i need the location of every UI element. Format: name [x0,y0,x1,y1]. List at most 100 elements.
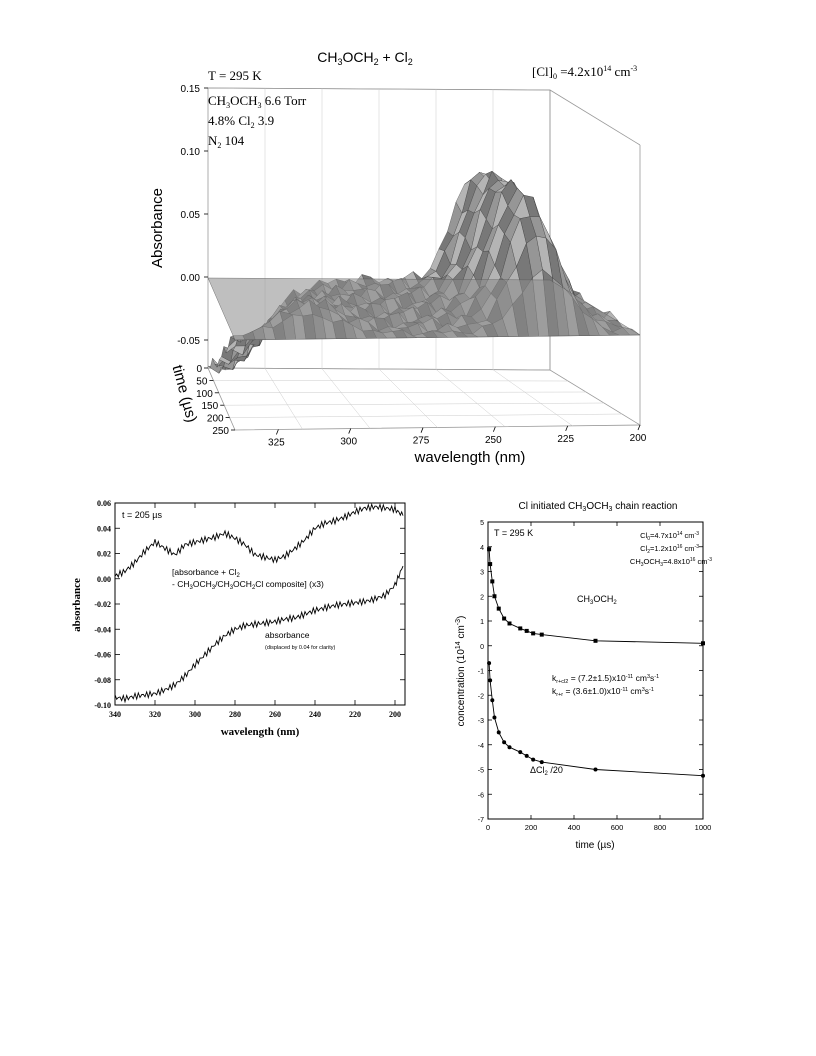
radical-data-point [507,621,512,626]
z-tick-label: 0.10 [181,147,201,158]
floor-grid-line [213,380,569,382]
wavelength-tick [637,424,641,431]
kinetics-y-tick-label: 0 [480,644,484,651]
kinetics-y-tick-label: -3 [478,718,484,725]
kinetics-frame [487,521,704,820]
kinetics-series [487,547,705,778]
rate-constant-1: kr+cl2 = (7.2±1.5)x10-11 cm3s-1 [552,673,659,685]
radical-data-point [518,626,523,631]
zero-plane [207,277,641,341]
kinetics-x-label: time (µs) [575,840,614,851]
spectrum-x-tick-label: 340 [109,710,121,719]
kinetics-plot: Cl initiated CH3OCH3 chain reaction 5 4 3 2… [455,501,712,851]
kinetics-y-tick-label: 5 [480,520,484,527]
radical-data-point [490,579,495,584]
cl2-data-point [531,757,536,762]
z-tick-label: 0.00 [181,273,201,284]
rate-constant-2: kr+r = (3.6±1.0)x10-11 cm3s-1 [552,686,654,698]
wavelength-tick-label: 250 [485,435,502,446]
radical-data-point [539,632,544,637]
spectrum-x-label: wavelength (nm) [221,726,300,738]
wavelength-tick [276,429,279,435]
kinetics-y-tick-label: 1 [480,619,484,626]
cl2-data-point [507,745,512,750]
series-1-label-line2: - CH3OCH3/CH3OCH2Cl composite] (x3) [172,579,324,591]
wavelength-tick [565,425,569,432]
radical-data-point [488,562,493,567]
z-axis: 0.15 0.10 0.05 0.00 -0.05 [177,84,208,347]
cl2-conc: Cl2=1.2x1016 cm-3 [640,544,699,555]
surface-title: CH3OCH2 + Cl2 [317,49,413,67]
floor-grid-line [378,368,438,428]
floor-grid-line [492,369,573,427]
kinetics-x-tick-label: 600 [611,823,624,832]
spectrum-x-tick-label: 300 [189,710,201,719]
spectrum-y-tick-label: 0.06 [97,499,111,508]
spectrum-y-tick-label: -0.02 [94,600,111,609]
spectrum-x-tick-label: 220 [349,710,361,719]
cl2-series-label: ΔCl2 /20 [530,765,563,777]
spectrum-y-tick-label: -0.10 [94,701,111,710]
z-axis-label: Absorbance [149,188,166,268]
cl2-data-point [701,773,705,778]
cl2-data-point [488,678,493,683]
kinetics-y-tick-label: -6 [478,792,484,799]
kinetics-y-tick-label: 2 [480,594,484,601]
radical-data-point [502,616,507,621]
spectrum-y-tick-label: 0.04 [97,524,111,533]
spectrum-x-tick-label: 200 [389,710,401,719]
radical-data-point [524,628,529,633]
kinetics-y-label: concentration (1014 cm-3) [455,616,467,727]
wavelength-tick-label: 325 [268,437,285,448]
radical-data-point [492,594,497,599]
radical-data-point [593,638,598,643]
spectrum-x-tick-label: 280 [229,710,241,719]
cl2-data-point [490,698,495,703]
floor-grid-line [229,413,623,418]
radical-data-point [487,547,492,552]
cl2-data-point [518,750,523,755]
spectrum-plot: 0.06 0.04 0.02 0.00 -0.02 -0.04 -0.06 -0.08 -0.1… [71,499,406,738]
radical-data-point [701,641,705,646]
time-tick-label: 150 [202,401,219,412]
kinetics-x-tick-label: 1000 [695,823,712,832]
spectrum-x-tick-label: 260 [269,710,281,719]
mixture-line-1: CH3OCH3 6.6 Torr [208,93,307,110]
cl2-data-point [492,715,497,720]
spectrum-y-label: absorbance [71,578,83,632]
mixture-line-2: 4.8% Cl2 3.9 [208,113,274,130]
cl0-conc: Cl0=4.7x1014 cm-3 [640,531,699,542]
wavelength-tick-label: 225 [557,434,574,445]
z-tick-label: -0.05 [177,336,200,347]
radical-data-point [531,631,536,636]
radical-data-point [496,606,501,611]
wavelength-tick-label: 275 [413,436,430,447]
floor-grid-line [321,368,371,429]
time-tick-label: 50 [196,376,208,387]
kinetics-x-axis: 0 200 400 600 800 1000 [486,522,711,832]
kinetics-title: Cl initiated CH3OCH3 chain reaction [518,501,677,513]
series-2-label: absorbance [265,630,310,640]
kinetics-x-tick-label: 400 [568,823,581,832]
z-tick-label: 0.15 [181,84,201,95]
spectrum-y-tick-label: -0.06 [94,651,111,660]
kinetics-y-axis: 5 4 3 2 1 0 -1 -2 -3 -4 -5 -6 -7 [478,520,703,824]
wavelength-tick-label: 200 [630,433,647,444]
wavelength-tick-label: 300 [340,437,357,448]
spectrum-y-axis: 0.06 0.04 0.02 0.00 -0.02 -0.04 -0.06 -0.08 -0.1… [94,499,405,710]
floor [207,367,642,431]
spectrum-line-1 [114,502,404,579]
cl2-data-point [524,753,529,758]
kinetics-x-tick-label: 0 [486,823,490,832]
cl2-data-point [502,740,507,745]
time-tick-label: 0 [196,364,202,375]
cl2-data-point [487,661,492,666]
spectrum-line-2 [114,565,404,704]
spectrum-y-tick-label: -0.04 [94,625,111,634]
kinetics-y-tick-label: 3 [480,570,484,577]
right-wall-top [549,89,641,146]
spectrum-x-axis: 340 320 300 280 260 240 220 200 [109,503,401,719]
time-tick-label: 200 [207,414,224,425]
floor-grid-line [224,402,605,406]
wavelength-axis: 325 300 275 250 225 200 [268,424,647,448]
